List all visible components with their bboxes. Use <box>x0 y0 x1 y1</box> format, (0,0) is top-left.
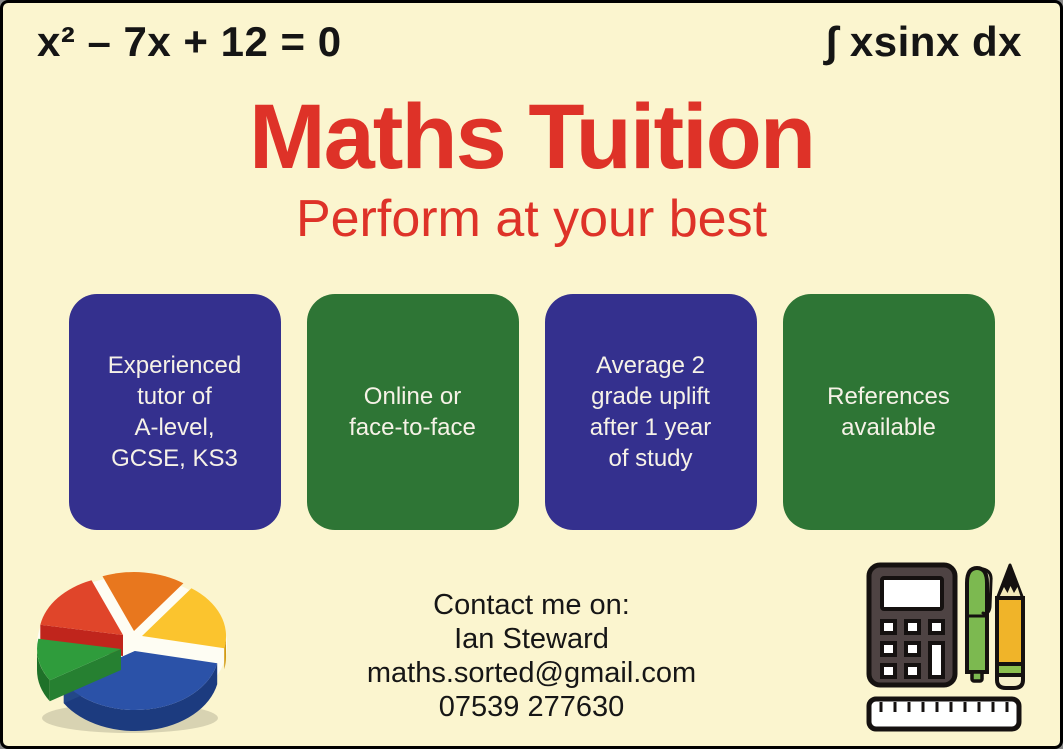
contact-phone: 07539 277630 <box>438 691 625 723</box>
ruler-icon <box>866 696 1022 732</box>
feature-cards-row: Experienced tutor of A-level, GCSE, KS3 … <box>3 294 1060 530</box>
contact-name: Ian Steward <box>454 623 609 655</box>
card-text: Average 2 grade uplift after 1 year of s… <box>589 351 712 473</box>
card-text: Experienced tutor of A-level, GCSE, KS3 <box>107 351 242 473</box>
page-subtitle: Perform at your best <box>295 190 768 248</box>
card-text: References available <box>827 382 950 441</box>
stationery-icons <box>855 559 1033 738</box>
pencil-icon <box>995 563 1025 690</box>
contact-email: maths.sorted@gmail.com <box>366 657 697 689</box>
integral-equation-text: ∫ xsinx dx <box>825 18 1022 65</box>
card-experienced-tutor: Experienced tutor of A-level, GCSE, KS3 <box>68 294 281 530</box>
pie-chart-3d-icon <box>33 555 233 745</box>
quadratic-equation-text: x² – 7x + 12 = 0 <box>37 18 342 65</box>
contact-block: Contact me on: Ian Steward maths.sorted@… <box>3 588 1060 724</box>
card-text: Online or face-to-face <box>349 382 476 441</box>
card-average-grade-uplift: Average 2 grade uplift after 1 year of s… <box>544 294 757 530</box>
pen-icon <box>965 565 993 683</box>
card-references-available: References available <box>782 294 995 530</box>
contact-heading: Contact me on: <box>433 589 630 621</box>
page-title: Maths Tuition <box>248 86 816 188</box>
calculator-icon <box>866 562 958 688</box>
card-online-or-face-to-face: Online or face-to-face <box>306 294 519 530</box>
